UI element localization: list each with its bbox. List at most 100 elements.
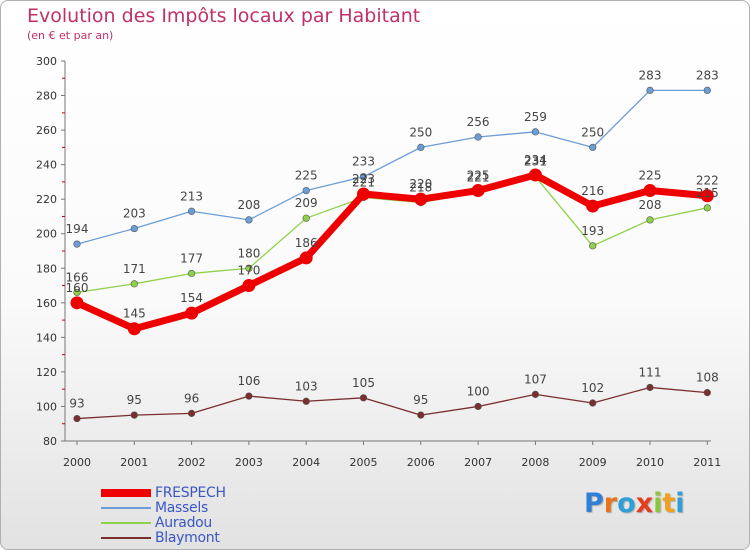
- data-label: 95: [413, 393, 428, 407]
- data-label: 215: [696, 186, 719, 200]
- series-line-massels: [76, 89, 708, 245]
- x-tick-label: 2007: [464, 456, 492, 469]
- y-tick-label: 120: [36, 366, 57, 379]
- data-point: [703, 86, 711, 94]
- chart-subtitle: (en € et par an): [27, 29, 114, 42]
- y-tick-label: 300: [36, 55, 57, 68]
- data-label: 250: [581, 125, 604, 139]
- data-point: [245, 392, 253, 400]
- y-tick-label: 280: [36, 90, 57, 103]
- legend-label: Blaymont: [155, 529, 220, 546]
- x-tick-label: 2009: [579, 456, 607, 469]
- legend-item-frespech: FRESPECH: [101, 485, 226, 501]
- data-label: 111: [639, 365, 662, 379]
- data-point: [302, 214, 310, 222]
- legend-swatch: [101, 536, 151, 539]
- y-tick-label: 260: [36, 124, 57, 137]
- logo-letter: i: [675, 488, 685, 519]
- data-label: 225: [639, 169, 662, 183]
- x-tick-label: 2008: [521, 456, 549, 469]
- y-tick-label: 140: [36, 331, 57, 344]
- data-point: [188, 207, 196, 215]
- data-label: 102: [581, 381, 604, 395]
- data-point: [589, 143, 597, 151]
- x-tick-label: 2004: [292, 456, 320, 469]
- series-lines: [70, 86, 714, 423]
- data-label: 223: [352, 172, 375, 186]
- data-label: 220: [409, 177, 432, 191]
- data-point: [188, 269, 196, 278]
- data-label: 193: [581, 224, 604, 238]
- x-tick-label: 2006: [407, 456, 435, 469]
- data-point: [471, 184, 485, 198]
- x-tick-label: 2011: [693, 456, 721, 469]
- legend-swatch: [101, 488, 151, 497]
- x-tick-label: 2002: [178, 456, 206, 469]
- x-tick-label: 2010: [636, 456, 664, 469]
- data-label: 186: [295, 236, 318, 250]
- data-point: [589, 242, 597, 250]
- data-point: [359, 173, 368, 181]
- data-label: 95: [127, 393, 142, 407]
- data-label: 233: [352, 155, 375, 169]
- legend-item-blaymont: Blaymont: [101, 529, 226, 546]
- data-point: [700, 189, 714, 203]
- data-label: 283: [639, 68, 662, 82]
- data-point: [245, 216, 253, 224]
- data-point: [73, 288, 81, 297]
- legend: FRESPECH Massels Auradou Blaymont: [101, 485, 226, 546]
- logo-letter: x: [635, 488, 654, 519]
- data-point: [414, 192, 428, 206]
- proxiti-logo: Proxiti: [584, 488, 685, 519]
- data-point: [188, 409, 196, 417]
- data-point: [589, 399, 597, 407]
- data-point: [245, 264, 253, 272]
- data-point: [130, 411, 138, 419]
- data-label: 250: [409, 125, 432, 139]
- data-label: 222: [696, 174, 719, 188]
- x-tick-label: 2001: [120, 456, 148, 469]
- y-tick-label: 80: [43, 435, 57, 448]
- logo-letter: t: [662, 488, 676, 519]
- data-label: 283: [696, 68, 719, 82]
- y-tick-label: 180: [36, 262, 57, 275]
- y-tick-label: 200: [36, 228, 57, 241]
- data-point: [703, 389, 711, 397]
- data-label: 225: [467, 169, 490, 183]
- data-label: 180: [237, 246, 260, 260]
- data-point: [703, 204, 711, 212]
- y-tick-label: 220: [36, 193, 57, 206]
- data-point: [531, 390, 540, 398]
- data-point: [130, 224, 138, 233]
- data-point: [242, 279, 256, 293]
- data-point: [302, 186, 310, 195]
- data-label: 93: [69, 397, 84, 411]
- chart-title: Evolution des Impôts locaux par Habitant: [27, 5, 421, 27]
- data-label: 105: [352, 376, 375, 390]
- data-label: 145: [123, 307, 146, 321]
- y-tick-label: 100: [36, 400, 57, 413]
- logo-letter: r: [603, 488, 618, 519]
- data-point: [357, 187, 370, 201]
- data-point: [646, 216, 654, 224]
- legend-label: Massels: [155, 499, 208, 516]
- data-label: 107: [524, 372, 547, 386]
- data-label: 208: [237, 198, 260, 212]
- data-label: 203: [123, 207, 146, 221]
- data-label: 171: [123, 262, 146, 276]
- data-point: [646, 86, 654, 94]
- data-point: [73, 414, 81, 423]
- data-label: 103: [295, 379, 318, 393]
- y-tick-label: 240: [36, 159, 57, 172]
- data-label: 213: [180, 189, 203, 203]
- data-label: 218: [409, 181, 432, 195]
- data-point: [586, 199, 600, 213]
- data-label: 259: [524, 110, 547, 124]
- legend-item-massels: Massels: [101, 499, 226, 516]
- data-point: [528, 168, 542, 182]
- data-label: 177: [180, 251, 203, 265]
- data-point: [185, 306, 199, 320]
